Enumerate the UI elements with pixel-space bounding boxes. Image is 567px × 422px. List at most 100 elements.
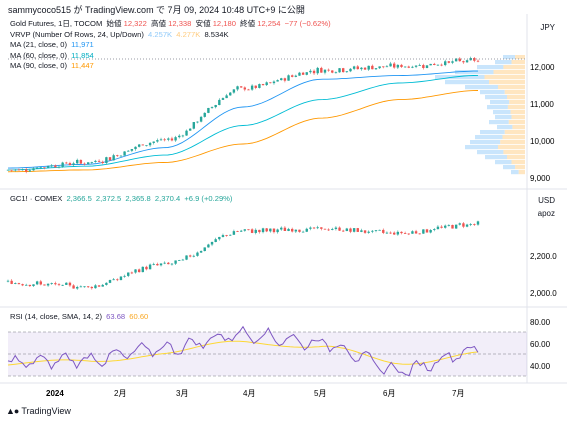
volume-profile-bar-down	[511, 160, 525, 165]
candle-body	[83, 163, 86, 165]
candle-body	[196, 121, 199, 123]
candle-body	[407, 66, 410, 68]
y-tick: 80.00	[530, 318, 551, 327]
candle-body	[422, 229, 425, 234]
candle-body	[440, 64, 443, 66]
candle-body	[108, 280, 112, 283]
candle-body	[232, 231, 236, 235]
candle-body	[294, 75, 298, 77]
candle-body	[178, 135, 181, 138]
candle-body	[462, 61, 465, 63]
y-tick: 12,000	[530, 63, 555, 72]
candle-body	[199, 251, 203, 253]
candle-body	[305, 72, 308, 75]
candle-body	[90, 161, 93, 163]
rsi-legend[interactable]: RSI (14, close, SMA, 14, 2) 63.68 60.60	[10, 312, 150, 323]
rsi-title[interactable]: RSI (14, close, SMA, 14, 2)	[10, 312, 103, 321]
candle-body	[61, 284, 64, 286]
candle-body	[433, 63, 436, 65]
candle-body	[301, 231, 305, 233]
ma60-title[interactable]: MA (60, close, 0)	[10, 50, 67, 60]
candle-body	[247, 229, 250, 231]
candle-body	[418, 65, 421, 66]
candle-body	[105, 157, 108, 164]
candle-body	[316, 227, 319, 229]
candle-body	[436, 226, 440, 230]
candle-body	[225, 235, 228, 236]
low-value: 12,180	[212, 19, 236, 28]
volume-profile-bar-up	[455, 70, 494, 75]
ma21-title[interactable]: MA (21, close, 0)	[10, 40, 67, 49]
candle-body	[331, 70, 334, 73]
candle-body	[90, 286, 93, 289]
candle-body	[385, 66, 389, 68]
candle-body	[272, 228, 276, 233]
candle-body	[411, 66, 414, 68]
y-tick: 2,000.0	[530, 289, 557, 298]
tradingview-footer[interactable]: ▲● TradingView	[6, 406, 71, 416]
candle-body	[349, 228, 352, 232]
candle-body	[196, 252, 199, 256]
candle-body	[221, 98, 225, 100]
currency-label[interactable]: USD	[538, 196, 555, 205]
volume-profile-bar-down	[511, 60, 525, 65]
candle-body	[61, 162, 64, 167]
candle-body	[378, 229, 381, 231]
candle-body	[247, 89, 250, 91]
symbol-title[interactable]: Gold Futures, 1日, TOCOM	[10, 19, 103, 28]
y-tick: 60.00	[530, 340, 551, 349]
candle-body	[371, 230, 374, 232]
candle-body	[374, 68, 378, 70]
candle-body	[57, 284, 61, 286]
candle-body	[123, 151, 126, 156]
candle-body	[39, 281, 42, 285]
candle-body	[276, 229, 279, 233]
volume-profile-bar-up	[480, 130, 505, 135]
candle-body	[14, 169, 17, 171]
candle-body	[433, 229, 436, 231]
volume-profile-bar-down	[500, 140, 525, 145]
candle-body	[258, 229, 261, 233]
candle-body	[473, 224, 476, 226]
candle-body	[250, 85, 254, 90]
candle-body	[21, 169, 24, 171]
tocom-candles	[6, 56, 480, 174]
vrvp-up: 4.257K	[148, 29, 173, 39]
candle-body	[258, 84, 261, 88]
comex-legend[interactable]: GC1! · COMEX 2,366.5 2,372.5 2,365.8 2,3…	[10, 194, 234, 205]
currency-label[interactable]: JPY	[540, 23, 555, 32]
volume-profile-bar-down	[502, 135, 525, 140]
candle-body	[192, 122, 196, 129]
candle-body	[378, 66, 381, 69]
volume-profile	[435, 55, 525, 175]
candle-body	[130, 149, 134, 151]
volume-profile-bar-down	[507, 155, 525, 160]
x-tick: 7月	[452, 389, 464, 398]
main-legend[interactable]: Gold Futures, 1日, TOCOM 始値 12,322 高値 12,33…	[10, 19, 333, 72]
candle-body	[141, 144, 145, 146]
candle-body	[72, 163, 75, 166]
candle-body	[243, 229, 247, 231]
ma-path	[7, 70, 478, 169]
scale-mode-label[interactable]: apoz	[537, 209, 555, 218]
candle-body	[341, 230, 345, 232]
symbol-title[interactable]: GC1! · COMEX	[10, 194, 63, 203]
ma-path	[7, 90, 479, 173]
candle-body	[440, 226, 443, 228]
candle-body	[298, 229, 301, 232]
candle-body	[123, 275, 126, 277]
ma90-title[interactable]: MA (90, close, 0)	[10, 61, 67, 70]
candle-body	[159, 139, 163, 141]
comex-candles	[6, 220, 480, 290]
candle-body	[185, 130, 188, 136]
vrvp-title[interactable]: VRVP (Number Of Rows, 24, Up/Down)	[10, 29, 144, 39]
volume-profile-bar-up	[465, 145, 498, 150]
candle-body	[94, 160, 97, 162]
volume-profile-bar-down	[518, 170, 525, 175]
ma60-value: 11,854	[71, 50, 94, 60]
candle-body	[352, 228, 356, 232]
candle-body	[28, 284, 32, 287]
candle-body	[447, 61, 451, 63]
candle-body	[243, 87, 247, 90]
